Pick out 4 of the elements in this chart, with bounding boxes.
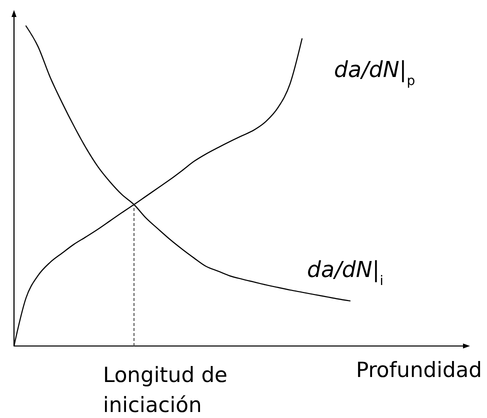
series-label: da/dN|$_{p}$ [334, 58, 416, 88]
x-axis-title: Profundidad [356, 358, 482, 382]
text: Longitud de iniciación [103, 363, 228, 417]
series-label: da/dN|$_{i}$ [307, 258, 384, 288]
